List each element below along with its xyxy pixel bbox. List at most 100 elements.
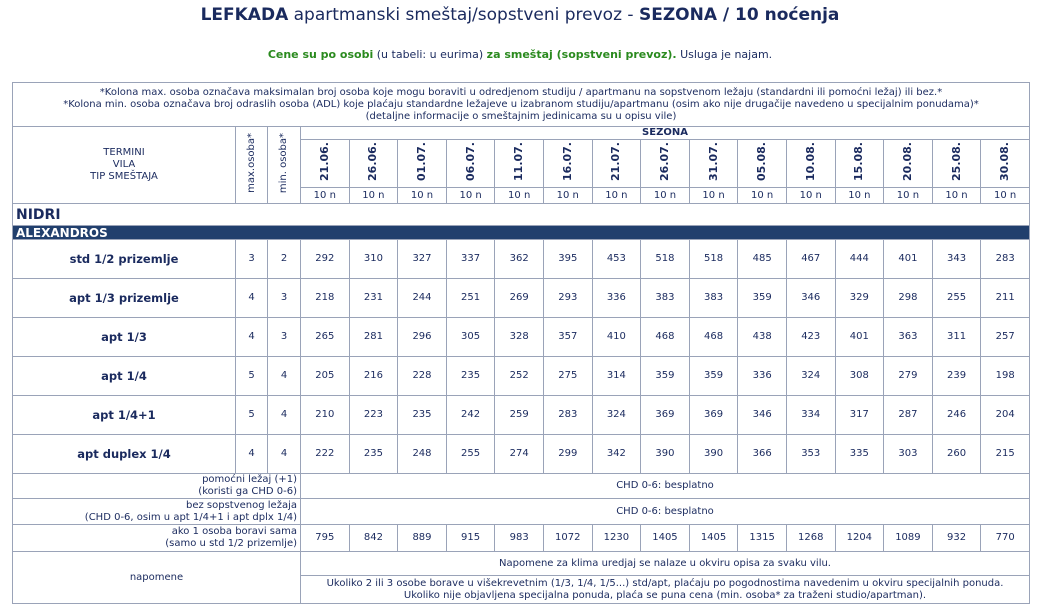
date: 05.08. — [755, 142, 769, 181]
text-line: *Kolona max. osoba označava maksimalan b… — [99, 86, 943, 98]
title-place: LEFKADA — [200, 5, 289, 25]
price: 336 — [591, 278, 642, 318]
price: 337 — [445, 239, 496, 279]
date-cell: 06.07. — [445, 139, 496, 188]
price: 383 — [640, 278, 690, 318]
price: 305 — [445, 317, 496, 357]
table-row: Ukoliko 2 ili 3 osobe borave u višekreve… — [13, 575, 1030, 604]
price: 1230 — [591, 524, 642, 552]
title: LEFKADA apartmanski smeštaj/sopstveni pr… — [0, 5, 1040, 25]
price: 1072 — [542, 524, 593, 552]
price-table: *Kolona max. osoba označava maksimalan b… — [12, 82, 1030, 604]
column-header: TERMINI VILA TIP SMEŠTAJA — [12, 126, 236, 204]
price: 983 — [494, 524, 544, 552]
price: 218 — [300, 278, 350, 318]
price: 438 — [737, 317, 787, 357]
price: 423 — [785, 317, 836, 357]
table-row: apt 1/4+1 5 4 210 223 235 242 259 283 324 369 369 34… — [12, 395, 1030, 435]
unit-name: apt duplex 1/4 — [12, 434, 236, 474]
price: 279 — [883, 356, 933, 396]
table-row: apt duplex 1/4 4 4 222 235 248 255 274 299 342 390… — [12, 434, 1030, 474]
price: 246 — [931, 395, 982, 435]
nights: 10 n — [494, 187, 544, 204]
price: 1089 — [883, 524, 933, 552]
extra-label: bez sopstvenog ležaja (CHD 0-6, osim u ap… — [12, 498, 301, 525]
subtitle-part: Usluga je najam. — [680, 48, 773, 61]
max-persons: 4 — [235, 434, 268, 474]
extra-label: pomoćni ležaj (+1) (koristi ga CHD 0-6) — [12, 473, 301, 499]
date-cell: 21.07. — [591, 139, 642, 188]
price: 795 — [300, 524, 350, 552]
price: 324 — [785, 356, 836, 396]
price: 334 — [785, 395, 836, 435]
price: 311 — [931, 317, 982, 357]
date-cell: 16.07. — [542, 139, 593, 188]
price: 343 — [931, 239, 982, 279]
price: 362 — [494, 239, 544, 279]
text-line: (CHD 0-6, osim u apt 1/4+1 i apt dplx 1/… — [84, 511, 297, 523]
nights: 10 n — [785, 187, 836, 204]
date-cell: 01.07. — [397, 139, 447, 188]
price: 255 — [445, 434, 496, 474]
price: 310 — [348, 239, 399, 279]
extra-value: CHD 0-6: besplatno — [300, 498, 1030, 525]
price: 485 — [737, 239, 787, 279]
text-line: TIP SMEŠTAJA — [90, 171, 158, 182]
date: 11.07. — [512, 142, 526, 181]
unit-name: apt 1/4 — [12, 356, 236, 396]
price: 1315 — [737, 524, 787, 552]
date: 26.07. — [657, 142, 671, 181]
text-line: (koristi ga CHD 0-6) — [198, 486, 297, 497]
min-persons: 4 — [267, 434, 301, 474]
date: 21.06. — [317, 142, 331, 181]
price: 889 — [397, 524, 447, 552]
date-cell: 20.08. — [883, 139, 933, 188]
nights: 10 n — [445, 187, 496, 204]
price: 328 — [494, 317, 544, 357]
text-line: Napomene za klima uredjaj se nalaze u ok… — [499, 557, 831, 569]
single-label: ako 1 osoba boravi sama (samo u std 1/2 p… — [12, 524, 301, 552]
price: 204 — [980, 395, 1030, 435]
max-persons: 5 — [235, 356, 268, 396]
table-row: ako 1 osoba boravi sama (samo u std 1/2 p… — [12, 524, 1030, 552]
min-persons: 3 — [267, 278, 301, 318]
table-body: *Kolona max. osoba označava maksimalan b… — [12, 82, 1030, 604]
price: 1405 — [688, 524, 739, 552]
table-row: bez sopstvenog ležaja (CHD 0-6, osim u ap… — [12, 498, 1030, 525]
max-persons: 4 — [235, 278, 268, 318]
price: 265 — [300, 317, 350, 357]
price: 467 — [785, 239, 836, 279]
table-row: apt 1/3 prizemlje 4 3 218 231 244 251 269 293 336… — [12, 278, 1030, 318]
notes-cell: *Kolona max. osoba označava maksimalan b… — [12, 82, 1030, 127]
price: 363 — [883, 317, 933, 357]
max-header-text: max.osoba* — [245, 133, 257, 193]
unit-name: apt 1/4+1 — [12, 395, 236, 435]
price: 235 — [445, 356, 496, 396]
subtitle-part: Cene su po osobi — [267, 48, 374, 61]
text-line: ako 1 osoba boravi sama — [171, 526, 297, 537]
min-persons: 3 — [267, 317, 301, 357]
extra-value: CHD 0-6: besplatno — [300, 473, 1030, 499]
table-row: *Kolona max. osoba označava maksimalan b… — [12, 82, 1030, 127]
date-cell: 21.06. — [300, 139, 350, 188]
min-header: min. osoba* — [267, 126, 301, 204]
price: 292 — [300, 239, 350, 279]
date: 31.07. — [706, 142, 720, 181]
nights: 10 n — [542, 187, 593, 204]
price: 251 — [445, 278, 496, 318]
price: 390 — [640, 434, 690, 474]
price: 244 — [397, 278, 447, 318]
price: 468 — [688, 317, 739, 357]
table-row: 21.06. 26.06. 01.07. 06.07. 11.07. 16.07. 21.0… — [13, 139, 1030, 188]
table-row: napomene Napomene za klima uredjaj se nal… — [12, 551, 1030, 604]
price: 210 — [300, 395, 350, 435]
table-row: NIDRI — [12, 203, 1030, 226]
price: 257 — [980, 317, 1030, 357]
price: 281 — [348, 317, 399, 357]
date-cell: 15.08. — [834, 139, 885, 188]
title-desc: apartmanski smeštaj/sopstveni prevoz - — [293, 5, 634, 25]
max-persons: 4 — [235, 317, 268, 357]
nights: 10 n — [737, 187, 787, 204]
price: 275 — [542, 356, 593, 396]
price: 259 — [494, 395, 544, 435]
